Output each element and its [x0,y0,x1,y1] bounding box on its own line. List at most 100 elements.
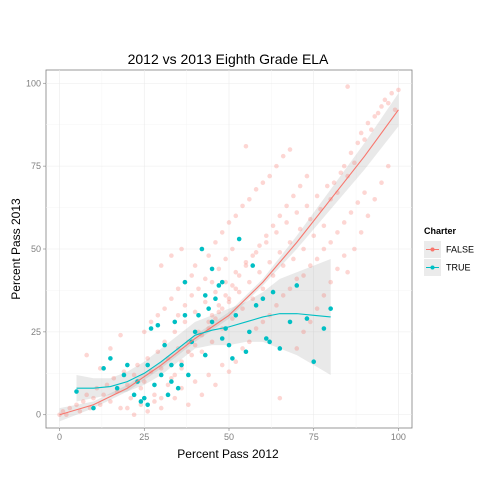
point-false [369,127,374,132]
point-false [206,372,211,378]
point-false [274,230,279,235]
point-false [257,243,262,248]
point-false [209,339,215,345]
point-true [270,289,276,295]
point-false [223,279,228,285]
point-false [216,266,222,272]
point-true [263,336,269,341]
point-true [304,316,310,321]
point-false [125,382,130,388]
point-false [335,230,340,235]
point-false [172,329,178,335]
point-false [108,346,113,351]
point-false [277,213,283,219]
point-false [287,240,293,245]
point-false [355,140,361,146]
point-false [213,316,218,321]
point-true [138,399,144,404]
point-false [196,329,201,335]
point-false [236,289,242,295]
point-false [260,180,266,186]
point-false [179,366,184,371]
point-true [141,395,147,401]
point-false [328,240,333,245]
point-false [226,369,232,374]
point-false [158,366,164,371]
point-false [141,329,147,335]
point-false [280,263,286,268]
point-true [145,362,150,368]
point-false [226,299,232,305]
point-true [91,405,96,411]
data-points [57,84,401,418]
point-false [301,246,306,252]
point-true [202,293,208,298]
point-true [131,392,137,398]
legend-title: Charter [424,226,457,236]
point-false [294,346,300,351]
point-true [175,385,181,391]
point-true [148,326,154,331]
point-false [196,286,201,292]
point-false [233,286,239,292]
point-false [382,97,388,103]
point-false [192,379,198,384]
point-false [162,306,167,311]
point-false [274,163,279,169]
point-false [162,339,167,345]
smooth-line-false [59,109,399,416]
point-false [358,230,364,235]
point-false [186,402,191,408]
point-false [253,187,259,192]
point-true [243,349,249,355]
point-false [172,372,178,378]
point-true [158,372,164,378]
point-true [192,329,198,335]
point-true [101,366,106,371]
point-false [169,375,174,381]
point-false [186,349,191,355]
point-false [84,352,89,358]
point-false [284,220,289,225]
point-false [226,220,232,225]
point-true [179,362,184,368]
point-false [179,385,184,391]
point-true [253,303,259,308]
point-false [202,299,208,305]
point-false [263,233,269,239]
point-false [199,392,205,398]
point-false [179,359,184,365]
point-false [219,230,225,235]
point-false [314,256,320,262]
point-false [314,193,320,199]
point-false [304,173,310,179]
point-false [152,399,157,404]
y-tick-label: 25 [31,327,41,337]
point-false [189,293,195,298]
point-false [135,362,140,368]
point-false [230,246,235,252]
point-false [97,402,103,408]
point-false [172,395,178,401]
point-false [372,196,378,202]
point-false [372,114,378,119]
point-false [77,409,83,414]
point-true [162,342,167,348]
point-false [240,346,245,351]
point-false [216,303,222,308]
legend: Charter FALSE TRUE [424,226,474,276]
point-false [314,306,320,311]
point-false [324,183,330,189]
point-false [101,392,106,398]
y-tick-label: 75 [31,161,41,171]
point-false [155,349,161,355]
point-false [108,399,113,404]
point-false [291,256,296,262]
point-false [345,269,350,275]
point-true [247,329,252,335]
point-false [158,405,164,411]
point-false [308,319,313,325]
point-true [311,359,317,365]
point-false [118,332,123,338]
point-false [253,250,259,255]
